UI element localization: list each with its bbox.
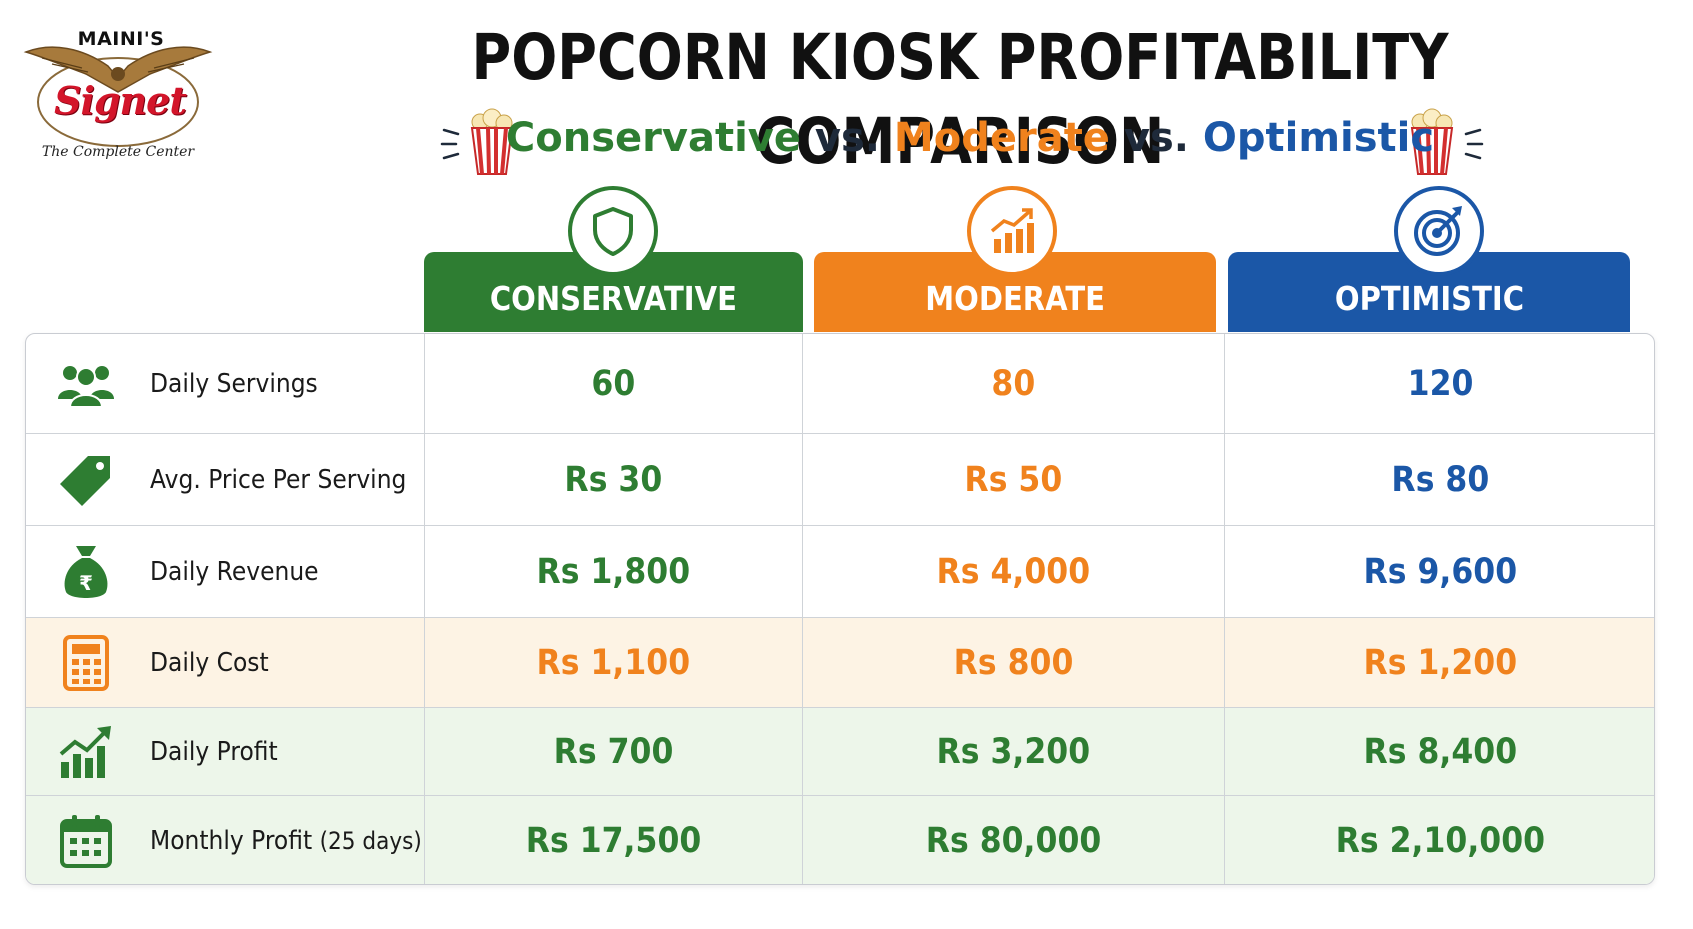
comparison-table: Daily Servings 60 80 120 Avg. Price Per … — [25, 333, 1655, 885]
value-optimistic: Rs 1,200 — [1363, 642, 1518, 683]
value-optimistic: Rs 2,10,000 — [1335, 821, 1546, 861]
value-moderate: 80 — [991, 363, 1036, 404]
value-conservative: Rs 700 — [553, 731, 674, 772]
table-row-daily-servings: Daily Servings 60 80 120 — [26, 334, 1654, 434]
calculator-icon — [56, 633, 116, 693]
value-conservative: Rs 1,100 — [536, 642, 691, 683]
table-row-daily-profit: Daily Profit Rs 700 Rs 3,200 Rs 8,400 — [26, 708, 1654, 796]
value-optimistic: Rs 80 — [1391, 459, 1490, 500]
target-icon — [1394, 186, 1484, 276]
column-header-label: OPTIMISTIC — [1334, 279, 1524, 318]
value-optimistic: 120 — [1407, 363, 1474, 404]
value-moderate: Rs 3,200 — [936, 731, 1091, 772]
row-label-text: Monthly Profit — [150, 826, 313, 856]
subtitle-vs: vs. — [1109, 115, 1203, 161]
profit-chart-icon — [56, 722, 116, 782]
row-label: Daily Servings — [150, 368, 318, 399]
eagle-emblem — [23, 46, 213, 147]
column-header-label: CONSERVATIVE — [489, 279, 738, 318]
logo-tagline: The Complete Center — [41, 144, 195, 160]
growth-chart-icon — [967, 186, 1057, 276]
value-conservative: Rs 30 — [564, 459, 663, 500]
price-tag-icon — [56, 450, 116, 510]
calendar-icon — [56, 811, 116, 871]
popcorn-icon — [440, 108, 514, 175]
row-label: Avg. Price Per Serving — [150, 464, 407, 495]
shield-icon — [568, 186, 658, 276]
value-moderate: Rs 80,000 — [925, 821, 1102, 861]
row-label: Daily Cost — [150, 647, 269, 678]
page-title: POPCORN KIOSK PROFITABILITY COMPARISON — [471, 21, 1449, 178]
subtitle: Conservative vs. Moderate vs. Optimistic — [440, 106, 1500, 170]
people-icon — [56, 354, 116, 414]
value-conservative: 60 — [591, 363, 636, 404]
table-row-daily-revenue: ₹ Daily Revenue Rs 1,800 Rs 4,000 Rs 9,6… — [26, 526, 1654, 618]
value-optimistic: Rs 8,400 — [1363, 731, 1518, 772]
table-row-daily-cost: Daily Cost Rs 1,100 Rs 800 Rs 1,200 — [26, 618, 1654, 708]
row-label: Daily Revenue — [150, 556, 319, 587]
row-label-suffix: (25 days) — [319, 827, 422, 855]
subtitle-conservative: Conservative — [505, 115, 801, 161]
value-conservative: Rs 17,500 — [525, 821, 702, 861]
subtitle-optimistic: Optimistic — [1202, 115, 1435, 161]
subtitle-vs: vs. — [800, 115, 894, 161]
row-label: Daily Profit — [150, 736, 278, 767]
row-label: Monthly Profit (25 days) — [150, 826, 422, 856]
logo-top-text: MAINI'S — [77, 28, 165, 50]
value-moderate: Rs 4,000 — [936, 551, 1091, 592]
value-optimistic: Rs 9,600 — [1363, 551, 1518, 592]
logo-name: Signet — [54, 78, 187, 123]
value-moderate: Rs 50 — [964, 459, 1063, 500]
value-moderate: Rs 800 — [953, 642, 1074, 683]
brand-logo: MAINI'S Signet The Complete Center — [22, 22, 214, 170]
popcorn-icon — [1410, 108, 1484, 175]
table-row-avg-price: Avg. Price Per Serving Rs 30 Rs 50 Rs 80 — [26, 434, 1654, 526]
subtitle-moderate: Moderate — [893, 115, 1110, 161]
money-bag-icon: ₹ — [56, 542, 116, 602]
table-row-monthly-profit: Monthly Profit (25 days) Rs 17,500 Rs 80… — [26, 796, 1654, 884]
column-header-label: MODERATE — [925, 279, 1105, 318]
value-conservative: Rs 1,800 — [536, 551, 691, 592]
svg-text:₹: ₹ — [79, 571, 93, 595]
